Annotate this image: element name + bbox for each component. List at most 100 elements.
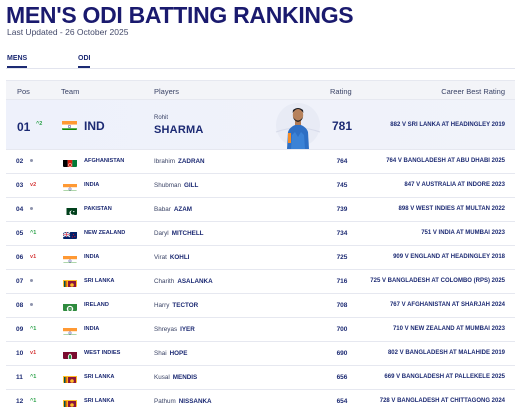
- player-last-name: ZADRAN: [178, 158, 205, 165]
- move-arrow-icon: ^: [30, 398, 34, 404]
- move-arrow-icon: ^: [36, 121, 40, 127]
- player-first-name: Shubman: [154, 182, 181, 189]
- page-title: MEN'S ODI BATTING RANKINGS: [6, 2, 354, 28]
- table-row[interactable]: 11 ^1 SRI LANKA Kusal MENDIS 656 669 V BA…: [6, 366, 515, 390]
- position: 07: [16, 278, 24, 285]
- career-best: 764 V BANGLADESH AT ABU DHABI 2025: [386, 158, 505, 164]
- table-row[interactable]: 10 v1 WEST INDIES Shai HOPE 690 802 V BAN…: [6, 342, 515, 366]
- position: 01: [17, 120, 31, 134]
- position: 12: [16, 398, 24, 405]
- move-arrow-icon: ^: [30, 230, 34, 236]
- player-rating: 734: [336, 230, 348, 237]
- movement-indicator: ^1: [30, 326, 36, 332]
- table-row[interactable]: 12 ^1 SRI LANKA Pathum NISSANKA 654 728 V…: [6, 390, 515, 409]
- player-first-name: Rohit: [154, 115, 169, 121]
- team-name: INDIA: [84, 182, 100, 188]
- player-first-name: Charith: [154, 278, 175, 285]
- west-indies-flag-icon: [63, 349, 77, 359]
- player-name[interactable]: Harry TECTOR: [154, 302, 198, 309]
- movement-indicator: [30, 278, 33, 284]
- career-best: 882 V SRI LANKA AT HEADINGLEY 2019: [390, 122, 505, 128]
- player-name[interactable]: Babar AZAM: [154, 206, 192, 213]
- india-flag-icon: [63, 325, 77, 335]
- player-last-name: MENDIS: [172, 374, 198, 381]
- player-last-name: AZAM: [173, 206, 192, 213]
- position: 05: [16, 230, 24, 237]
- position: 04: [16, 206, 24, 213]
- india-flag-icon: [62, 119, 77, 130]
- sri-lanka-flag-icon: [63, 373, 77, 383]
- player-rating: 656: [336, 374, 348, 381]
- player-first-name: Babar: [154, 206, 171, 213]
- position: 10: [16, 350, 24, 357]
- player-name[interactable]: Pathum NISSANKA: [154, 398, 212, 405]
- table-header: Pos Team Players Rating Career Best Rati…: [6, 80, 515, 100]
- table-row[interactable]: 02 AFGHANISTAN Ibrahim ZADRAN 764 764 V B…: [6, 150, 515, 174]
- career-best: 898 V WEST INDIES AT MULTAN 2022: [398, 206, 505, 212]
- team-name: INDIA: [84, 254, 100, 260]
- table-row[interactable]: 06 v1 INDIA Virat KOHLI 725 909 V ENGLAND…: [6, 246, 515, 270]
- movement-value: 2: [39, 121, 43, 127]
- career-best: 802 V BANGLADESH AT MALAHIDE 2019: [387, 350, 505, 356]
- team-name: WEST INDIES: [84, 350, 121, 356]
- position: 02: [16, 158, 24, 165]
- player-name[interactable]: Shai HOPE: [154, 350, 187, 357]
- player-name[interactable]: Shreyas IYER: [154, 326, 195, 333]
- team-name: IND: [84, 119, 105, 133]
- movement-indicator: ^2: [36, 121, 42, 127]
- last-updated: Last Updated - 26 October 2025: [7, 27, 129, 37]
- career-best: 725 V BANGLADESH AT COLOMBO (RPS) 2025: [370, 278, 505, 284]
- table-row[interactable]: 05 ^1 NEW ZEALAND Daryl MITCHELL 734 751 …: [6, 222, 515, 246]
- header-pos: Pos: [17, 87, 30, 96]
- table-row[interactable]: 08 IRELAND Harry TECTOR 708 767 V AFGHANI…: [6, 294, 515, 318]
- career-best: 710 V NEW ZEALAND AT MUMBAI 2023: [392, 326, 505, 332]
- player-name[interactable]: Charith ASALANKA: [154, 278, 213, 285]
- sri-lanka-flag-icon: [63, 397, 77, 407]
- player-name[interactable]: Ibrahim ZADRAN: [154, 158, 205, 165]
- player-rating: 745: [336, 182, 348, 189]
- move-arrow-icon: v: [30, 254, 34, 260]
- player-last-name: ASALANKA: [177, 278, 213, 285]
- table-row[interactable]: 07 SRI LANKA Charith ASALANKA 716 725 V B…: [6, 270, 515, 294]
- career-best: 669 V BANGLADESH AT PALLEKELE 2025: [384, 374, 505, 380]
- tab-mens[interactable]: MENS: [7, 55, 28, 68]
- new-zealand-flag-icon: [63, 229, 77, 239]
- header-rating: Rating: [330, 87, 352, 96]
- player-name[interactable]: Kusal MENDIS: [154, 374, 197, 381]
- movement-indicator: v1: [30, 350, 36, 356]
- movement-value: 1: [33, 398, 37, 404]
- team-name: NEW ZEALAND: [84, 230, 126, 236]
- player-rating: 781: [331, 119, 353, 133]
- position: 03: [16, 182, 24, 189]
- player-first-name: Ibrahim: [154, 158, 175, 165]
- player-rating: 716: [336, 278, 348, 285]
- table-row[interactable]: 09 ^1 INDIA Shreyas IYER 700 710 V NEW ZE…: [6, 318, 515, 342]
- afghanistan-flag-icon: [63, 157, 77, 167]
- player-name[interactable]: Virat KOHLI: [154, 254, 189, 261]
- career-best: 728 V BANGLADESH AT CHITTAGONG 2024: [379, 398, 505, 404]
- top-ranked-row[interactable]: 01 ^2 IND Rohit SHARMA 781 882 V SRI LAN…: [6, 100, 515, 150]
- team-name: SRI LANKA: [84, 374, 115, 380]
- no-change-icon: [30, 158, 33, 162]
- player-name[interactable]: Shubman GILL: [154, 182, 198, 189]
- table-row[interactable]: 03 v2 INDIA Shubman GILL 745 847 V AUSTRA…: [6, 174, 515, 198]
- no-change-icon: [30, 302, 33, 306]
- player-first-name: Harry: [154, 302, 170, 309]
- table-row[interactable]: 04 PAKISTAN Babar AZAM 739 898 V WEST IND…: [6, 198, 515, 222]
- team-name: SRI LANKA: [84, 398, 115, 404]
- career-best: 751 V INDIA AT MUMBAI 2023: [421, 230, 505, 236]
- player-last-name: NISSANKA: [178, 398, 212, 405]
- header-career-best: Career Best Rating: [441, 87, 505, 96]
- career-best: 767 V AFGHANISTAN AT SHARJAH 2024: [389, 302, 505, 308]
- team-name: SRI LANKA: [84, 278, 115, 284]
- movement-indicator: ^1: [30, 398, 36, 404]
- player-name[interactable]: Daryl MITCHELL: [154, 230, 204, 237]
- player-last-name[interactable]: SHARMA: [154, 124, 204, 136]
- movement-value: 1: [33, 230, 37, 236]
- player-first-name: Virat: [154, 254, 167, 261]
- india-flag-icon: [63, 253, 77, 263]
- movement-indicator: [30, 302, 33, 308]
- team-name: IRELAND: [84, 302, 109, 308]
- player-rating: 690: [336, 350, 348, 357]
- tab-odi[interactable]: ODI: [78, 55, 91, 68]
